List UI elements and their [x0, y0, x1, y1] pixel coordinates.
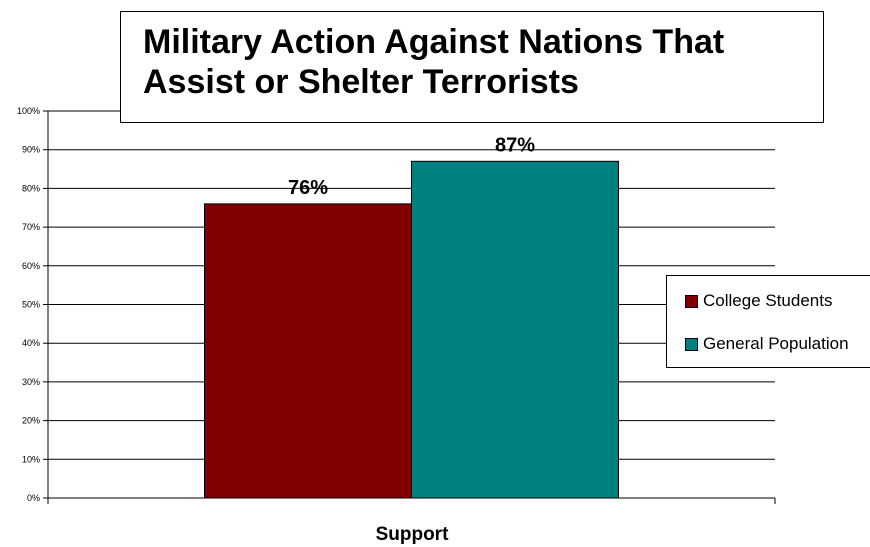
y-tick-label: 40%: [22, 338, 40, 348]
data-label: 87%: [495, 134, 535, 156]
chart-title-line-2: Assist or Shelter Terrorists: [143, 62, 823, 102]
legend-item-general-population: General Population: [685, 334, 849, 354]
legend-item-college-students: College Students: [685, 291, 832, 311]
y-tick-label: 60%: [22, 261, 40, 271]
legend-swatch-college-students: [685, 295, 698, 308]
y-tick-label: 30%: [22, 377, 40, 387]
y-axis-ticks: 0% 10% 20% 30% 40% 50% 60% 70% 80% 90% 100%: [17, 106, 48, 503]
legend-label-general-population: General Population: [703, 334, 849, 354]
bar-college-students: [205, 204, 412, 498]
y-tick-label: 90%: [22, 145, 40, 155]
y-tick-label: 50%: [22, 300, 40, 310]
y-tick-label: 70%: [22, 222, 40, 232]
legend-swatch-general-population: [685, 338, 698, 351]
chart-title: Military Action Against Nations That Ass…: [120, 11, 824, 123]
legend-label-college-students: College Students: [703, 291, 832, 311]
bar-general-population: [412, 161, 619, 498]
legend: College Students General Population: [666, 275, 870, 368]
y-tick-label: 10%: [22, 454, 40, 464]
x-axis-label: Support: [376, 524, 449, 545]
y-tick-label: 0%: [27, 493, 40, 503]
y-tick-label: 20%: [22, 416, 40, 426]
data-label: 76%: [288, 177, 328, 199]
y-tick-label: 80%: [22, 183, 40, 193]
chart-title-line-1: Military Action Against Nations That: [143, 22, 823, 62]
y-tick-label: 100%: [17, 106, 40, 116]
